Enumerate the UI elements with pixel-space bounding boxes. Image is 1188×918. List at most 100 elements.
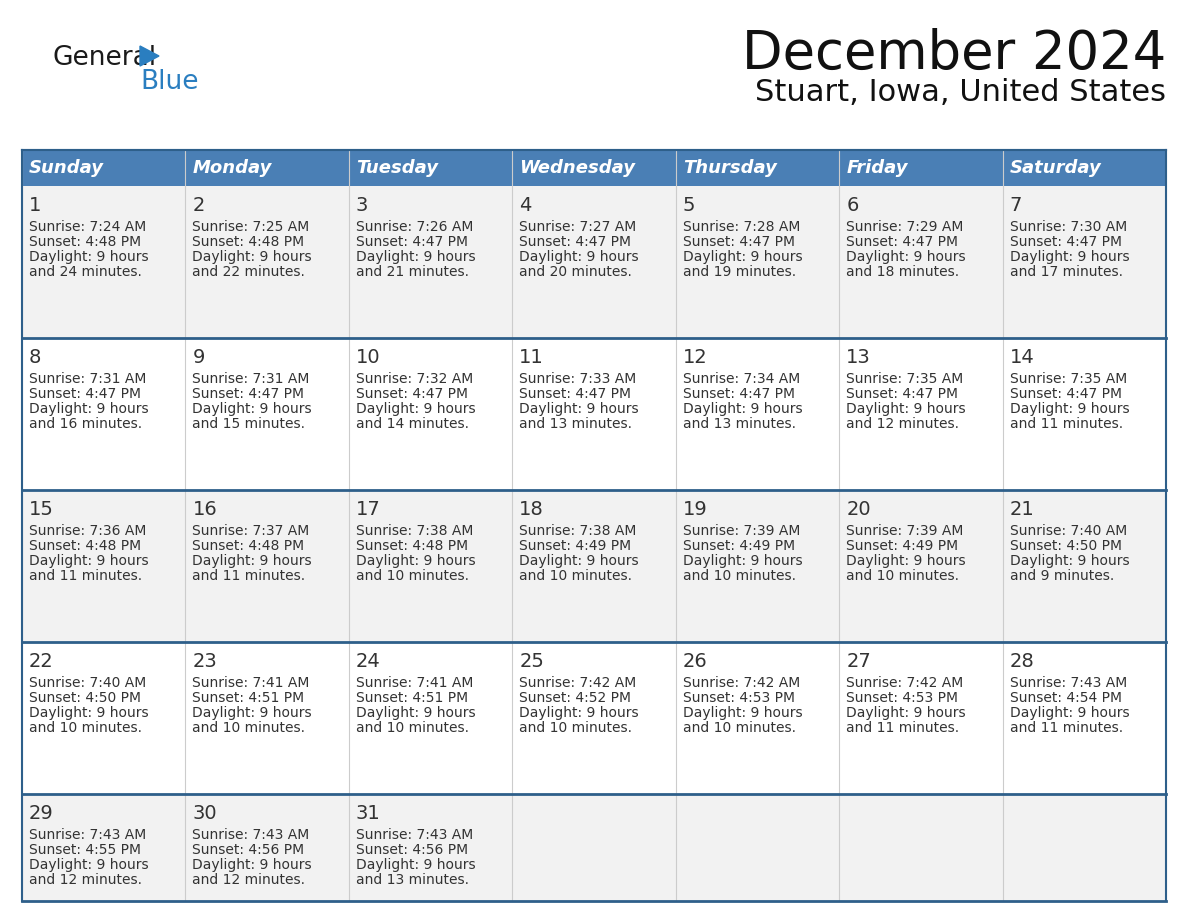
Text: 9: 9 — [192, 348, 204, 367]
Text: Daylight: 9 hours: Daylight: 9 hours — [519, 706, 639, 720]
Text: Sunrise: 7:26 AM: Sunrise: 7:26 AM — [356, 220, 473, 234]
Text: Daylight: 9 hours: Daylight: 9 hours — [846, 250, 966, 264]
Text: and 11 minutes.: and 11 minutes. — [846, 721, 959, 735]
Text: 26: 26 — [683, 652, 708, 671]
Bar — [349, 794, 512, 901]
Text: Sunrise: 7:25 AM: Sunrise: 7:25 AM — [192, 220, 310, 234]
Text: Daylight: 9 hours: Daylight: 9 hours — [356, 402, 475, 416]
Text: and 11 minutes.: and 11 minutes. — [1010, 417, 1123, 431]
Text: Sunset: 4:48 PM: Sunset: 4:48 PM — [356, 539, 468, 553]
Text: Daylight: 9 hours: Daylight: 9 hours — [29, 554, 148, 568]
Bar — [512, 338, 676, 490]
Text: Daylight: 9 hours: Daylight: 9 hours — [192, 250, 312, 264]
Text: and 10 minutes.: and 10 minutes. — [683, 721, 796, 735]
Bar — [23, 150, 1165, 186]
Bar — [1003, 794, 1165, 901]
Text: 13: 13 — [846, 348, 871, 367]
Text: 29: 29 — [29, 804, 53, 823]
Text: and 12 minutes.: and 12 minutes. — [846, 417, 959, 431]
Text: Daylight: 9 hours: Daylight: 9 hours — [29, 706, 148, 720]
Text: Sunset: 4:55 PM: Sunset: 4:55 PM — [29, 843, 141, 857]
Text: Stuart, Iowa, United States: Stuart, Iowa, United States — [756, 78, 1165, 107]
Text: 8: 8 — [29, 348, 42, 367]
Bar — [676, 642, 839, 794]
Bar — [1003, 338, 1165, 490]
Text: Sunrise: 7:39 AM: Sunrise: 7:39 AM — [683, 524, 800, 538]
Text: 14: 14 — [1010, 348, 1035, 367]
Text: and 12 minutes.: and 12 minutes. — [29, 873, 143, 887]
Text: and 22 minutes.: and 22 minutes. — [192, 265, 305, 279]
Text: Sunset: 4:47 PM: Sunset: 4:47 PM — [1010, 387, 1121, 401]
Bar — [839, 794, 1003, 901]
Text: Sunrise: 7:43 AM: Sunrise: 7:43 AM — [1010, 676, 1127, 690]
Text: 6: 6 — [846, 196, 859, 215]
Text: Daylight: 9 hours: Daylight: 9 hours — [192, 858, 312, 872]
Text: Saturday: Saturday — [1010, 159, 1101, 177]
Text: Daylight: 9 hours: Daylight: 9 hours — [192, 706, 312, 720]
Text: Sunrise: 7:43 AM: Sunrise: 7:43 AM — [192, 828, 310, 842]
Bar — [185, 794, 349, 901]
Text: and 13 minutes.: and 13 minutes. — [683, 417, 796, 431]
Text: 4: 4 — [519, 196, 532, 215]
Bar — [349, 338, 512, 490]
Text: Daylight: 9 hours: Daylight: 9 hours — [683, 402, 802, 416]
Text: and 21 minutes.: and 21 minutes. — [356, 265, 469, 279]
Text: Sunset: 4:56 PM: Sunset: 4:56 PM — [192, 843, 304, 857]
Bar — [185, 186, 349, 338]
Text: 25: 25 — [519, 652, 544, 671]
Text: Daylight: 9 hours: Daylight: 9 hours — [356, 250, 475, 264]
Text: 3: 3 — [356, 196, 368, 215]
Text: 20: 20 — [846, 500, 871, 519]
Bar — [349, 186, 512, 338]
Text: 17: 17 — [356, 500, 380, 519]
Text: and 10 minutes.: and 10 minutes. — [356, 569, 469, 583]
Text: 31: 31 — [356, 804, 380, 823]
Text: Sunset: 4:54 PM: Sunset: 4:54 PM — [1010, 691, 1121, 705]
Bar — [23, 186, 185, 338]
Text: Daylight: 9 hours: Daylight: 9 hours — [356, 706, 475, 720]
Text: and 12 minutes.: and 12 minutes. — [192, 873, 305, 887]
Text: Sunset: 4:47 PM: Sunset: 4:47 PM — [192, 387, 304, 401]
Text: Daylight: 9 hours: Daylight: 9 hours — [846, 554, 966, 568]
Text: and 16 minutes.: and 16 minutes. — [29, 417, 143, 431]
Text: 30: 30 — [192, 804, 217, 823]
Text: 15: 15 — [29, 500, 53, 519]
Text: and 19 minutes.: and 19 minutes. — [683, 265, 796, 279]
Text: 5: 5 — [683, 196, 695, 215]
Text: Sunset: 4:50 PM: Sunset: 4:50 PM — [1010, 539, 1121, 553]
Text: 23: 23 — [192, 652, 217, 671]
Bar — [676, 186, 839, 338]
Text: Sunset: 4:47 PM: Sunset: 4:47 PM — [846, 387, 959, 401]
Text: Daylight: 9 hours: Daylight: 9 hours — [1010, 250, 1130, 264]
Text: Sunrise: 7:30 AM: Sunrise: 7:30 AM — [1010, 220, 1127, 234]
Bar — [185, 642, 349, 794]
Text: Sunrise: 7:41 AM: Sunrise: 7:41 AM — [356, 676, 473, 690]
Bar — [512, 794, 676, 901]
Bar — [23, 642, 185, 794]
Text: 11: 11 — [519, 348, 544, 367]
Bar — [23, 338, 185, 490]
Text: Sunrise: 7:42 AM: Sunrise: 7:42 AM — [683, 676, 800, 690]
Text: Daylight: 9 hours: Daylight: 9 hours — [1010, 554, 1130, 568]
Text: 12: 12 — [683, 348, 708, 367]
Bar — [349, 490, 512, 642]
Bar — [512, 490, 676, 642]
Text: Sunset: 4:53 PM: Sunset: 4:53 PM — [846, 691, 959, 705]
Text: 1: 1 — [29, 196, 42, 215]
Text: Sunset: 4:47 PM: Sunset: 4:47 PM — [356, 235, 468, 249]
Text: Sunset: 4:48 PM: Sunset: 4:48 PM — [192, 235, 304, 249]
Text: and 13 minutes.: and 13 minutes. — [356, 873, 469, 887]
Text: 22: 22 — [29, 652, 53, 671]
Text: Sunrise: 7:40 AM: Sunrise: 7:40 AM — [1010, 524, 1127, 538]
Text: Sunrise: 7:40 AM: Sunrise: 7:40 AM — [29, 676, 146, 690]
Text: and 11 minutes.: and 11 minutes. — [1010, 721, 1123, 735]
Text: Sunset: 4:51 PM: Sunset: 4:51 PM — [356, 691, 468, 705]
Text: Tuesday: Tuesday — [356, 159, 438, 177]
Text: 18: 18 — [519, 500, 544, 519]
Text: Sunset: 4:48 PM: Sunset: 4:48 PM — [192, 539, 304, 553]
Text: and 10 minutes.: and 10 minutes. — [29, 721, 143, 735]
Text: Sunset: 4:53 PM: Sunset: 4:53 PM — [683, 691, 795, 705]
Text: December 2024: December 2024 — [741, 28, 1165, 80]
Bar — [185, 338, 349, 490]
Text: Sunrise: 7:36 AM: Sunrise: 7:36 AM — [29, 524, 146, 538]
